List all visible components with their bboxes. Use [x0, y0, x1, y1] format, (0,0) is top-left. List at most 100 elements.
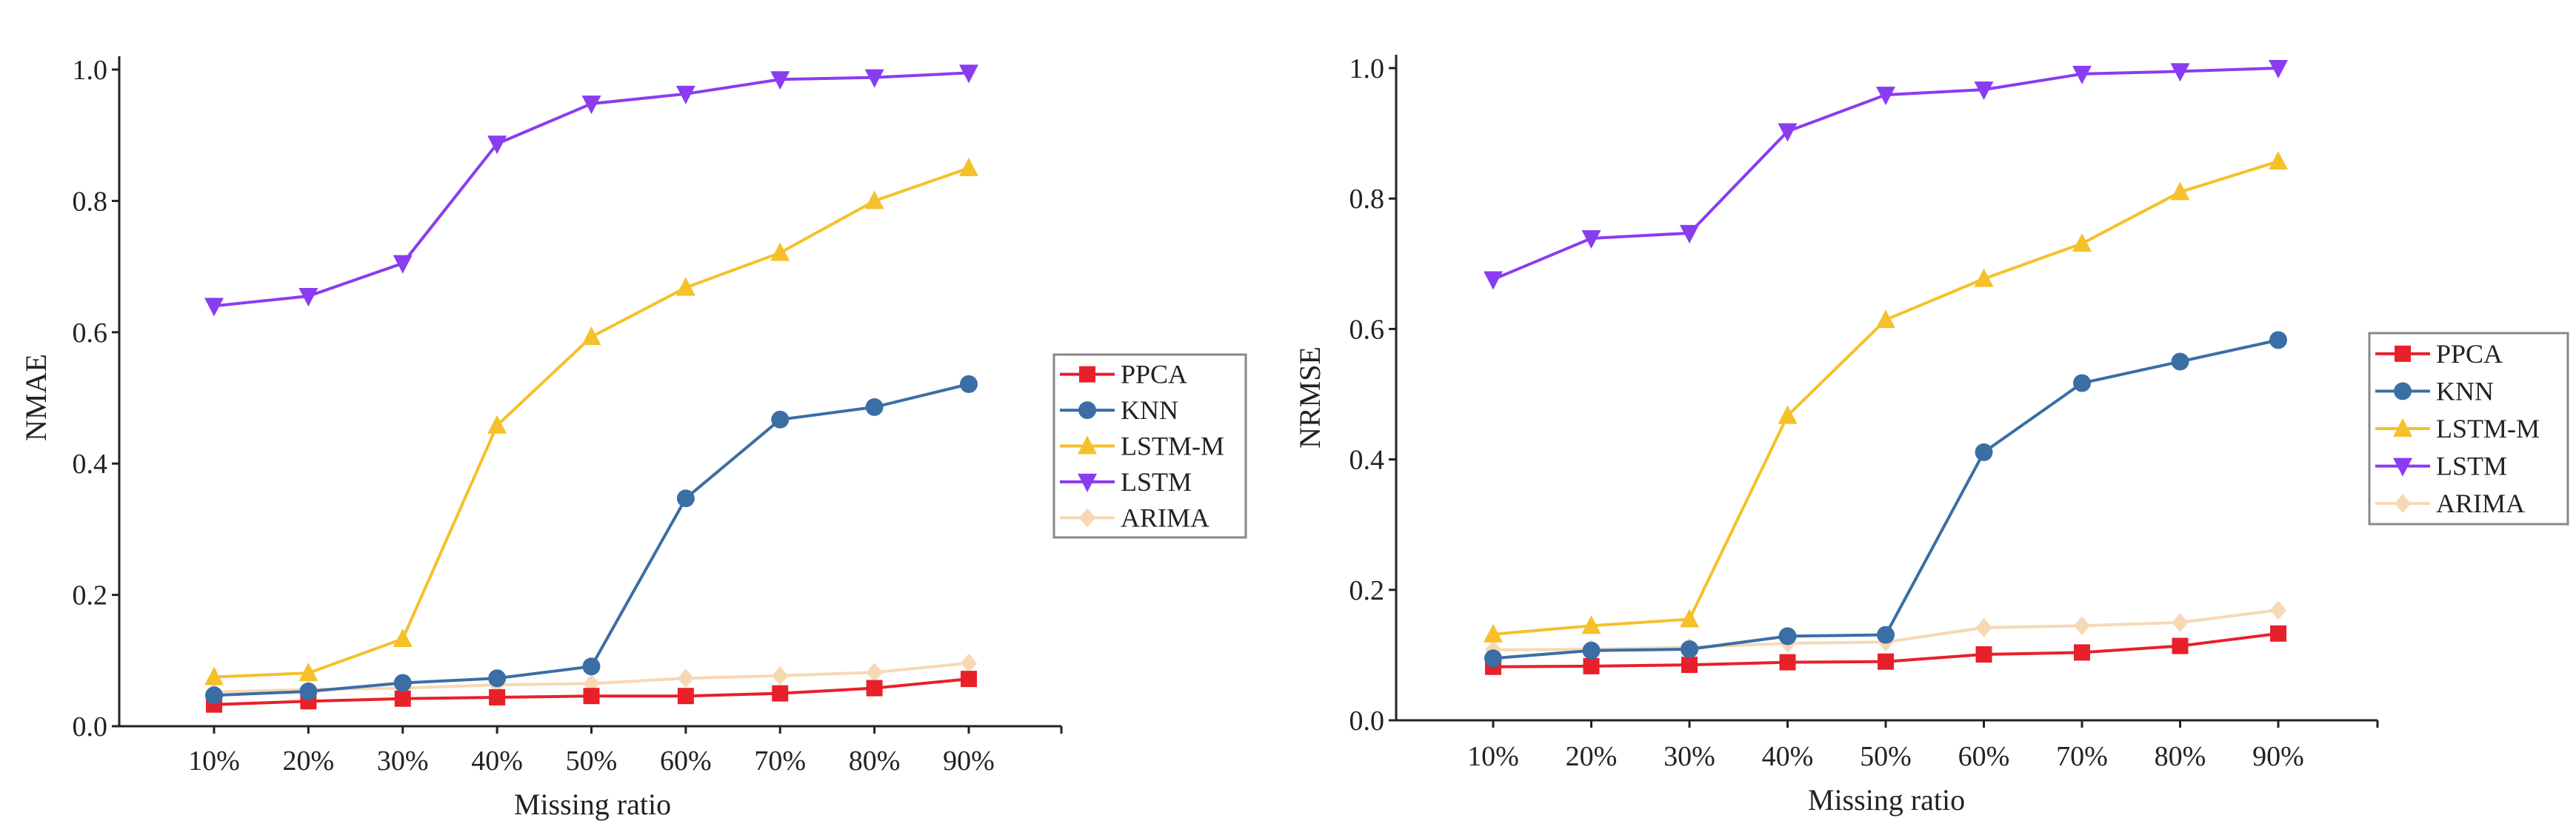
point-lstm-m	[1484, 623, 1503, 643]
point-ppca	[2270, 625, 2286, 642]
legend-marker	[2395, 345, 2411, 362]
point-knn	[771, 410, 790, 429]
x-tick-label: 20%	[283, 745, 335, 777]
y-tick-label: 0.0	[73, 711, 108, 743]
x-tick-label: 70%	[2056, 741, 2108, 772]
point-lstm	[864, 69, 884, 88]
point-lstm-m	[487, 415, 507, 434]
point-knn	[2073, 374, 2091, 392]
point-ppca	[1681, 657, 1698, 674]
point-ppca	[866, 680, 883, 697]
y-tick-label: 0.0	[1349, 705, 1385, 737]
x-tick-label: 30%	[1664, 741, 1715, 772]
x-tick-label: 60%	[1958, 741, 2010, 772]
point-knn	[2269, 331, 2287, 349]
point-ppca	[2074, 644, 2090, 661]
point-ppca	[1975, 646, 1992, 663]
point-knn	[1778, 627, 1797, 646]
point-ppca	[961, 671, 977, 688]
point-lstm-m	[393, 628, 413, 648]
point-knn	[865, 398, 884, 416]
y-tick-label: 0.6	[73, 318, 108, 349]
point-knn	[1484, 649, 1502, 668]
x-tick-label: 70%	[754, 745, 806, 777]
series-knn	[205, 375, 978, 705]
line-lstm-m	[1492, 160, 2279, 636]
point-lstm	[2072, 65, 2092, 84]
point-lstm	[393, 255, 413, 274]
point-knn	[1975, 443, 1993, 461]
x-tick-label: 90%	[2252, 741, 2304, 772]
chart-nmae: 0.0 0.2 0.4 0.6 0.8 1.0 10% 20% 30% 40% 50% 60% 70% 8…	[19, 55, 1247, 821]
point-lstm	[1581, 229, 1601, 249]
point-lstm-m	[959, 158, 978, 177]
point-lstm-m	[1680, 609, 1699, 628]
point-knn	[582, 657, 601, 676]
point-lstm	[1778, 123, 1798, 142]
point-lstm	[581, 95, 601, 115]
series-ppca	[206, 671, 977, 713]
series-lstm	[204, 64, 978, 317]
point-arima	[2172, 612, 2189, 632]
legend: PPCA KNN LSTM-M LSTM ARIMA	[1052, 353, 1247, 539]
legend: PPCA KNN LSTM-M LSTM ARIMA	[2368, 332, 2569, 526]
point-knn	[488, 669, 507, 688]
chart-nrmse: 0.0 0.2 0.4 0.6 0.8 1.0 10% 20% 30% 40% 50% 60% 70% 8…	[1293, 53, 2569, 817]
x-tick-label: 20%	[1566, 741, 1618, 772]
y-tick-label: 0.4	[1349, 445, 1385, 476]
legend-label-ppca: PPCA	[1121, 360, 1187, 389]
point-lstm	[959, 64, 978, 84]
point-ppca	[2172, 637, 2189, 654]
legend-label-ppca: PPCA	[2436, 339, 2503, 369]
x-tick-label: 10%	[1467, 741, 1519, 772]
point-lstm-m	[1876, 309, 1895, 329]
point-lstm-m	[1974, 268, 1994, 287]
y-axis-label: NRMSE	[1293, 346, 1327, 449]
point-knn	[2171, 352, 2189, 371]
y-tick-label: 0.4	[73, 449, 108, 480]
point-ppca	[1583, 657, 1600, 674]
line-knn	[1492, 338, 2279, 660]
legend-label-arima: ARIMA	[2436, 489, 2525, 518]
point-lstm-m	[1581, 615, 1601, 634]
point-lstm-m	[298, 663, 318, 682]
point-knn	[1877, 626, 1895, 644]
point-arima	[772, 666, 789, 686]
x-tick-label: 10%	[188, 745, 240, 777]
line-knn	[213, 382, 970, 697]
point-lstm	[1974, 81, 1994, 101]
point-knn	[299, 682, 318, 700]
point-lstm	[298, 288, 318, 307]
point-knn	[205, 686, 223, 705]
point-ppca	[772, 685, 789, 702]
y-tick-label: 0.8	[1349, 184, 1385, 215]
y-tick-label: 0.8	[73, 186, 108, 217]
y-axis-label: NMAE	[19, 354, 53, 441]
x-tick-label: 80%	[849, 745, 901, 777]
legend-marker	[2394, 382, 2412, 400]
x-tick-label: 30%	[377, 745, 429, 777]
point-lstm	[204, 298, 224, 317]
point-arima	[677, 668, 694, 688]
legend-marker	[2393, 457, 2412, 477]
series-lstm-m	[1484, 150, 2288, 643]
point-ppca	[394, 690, 411, 707]
point-lstm	[2170, 63, 2190, 82]
point-lstm	[2269, 60, 2288, 78]
point-lstm	[770, 71, 790, 90]
point-lstm-m	[581, 326, 601, 346]
point-arima	[866, 663, 883, 683]
point-lstm	[1484, 271, 1503, 290]
series-knn	[1484, 331, 2287, 668]
legend-label-arima: ARIMA	[1121, 503, 1209, 532]
point-lstm-m	[2170, 181, 2190, 201]
point-lstm	[487, 135, 507, 155]
point-ppca	[1779, 654, 1796, 671]
y-tick-label: 0.2	[1349, 575, 1385, 606]
point-arima	[961, 653, 977, 673]
point-ppca	[489, 688, 506, 705]
point-lstm	[1876, 87, 1895, 106]
y-tick-label: 0.2	[73, 580, 108, 611]
point-lstm-m	[204, 666, 224, 686]
x-tick-label: 90%	[943, 745, 995, 777]
